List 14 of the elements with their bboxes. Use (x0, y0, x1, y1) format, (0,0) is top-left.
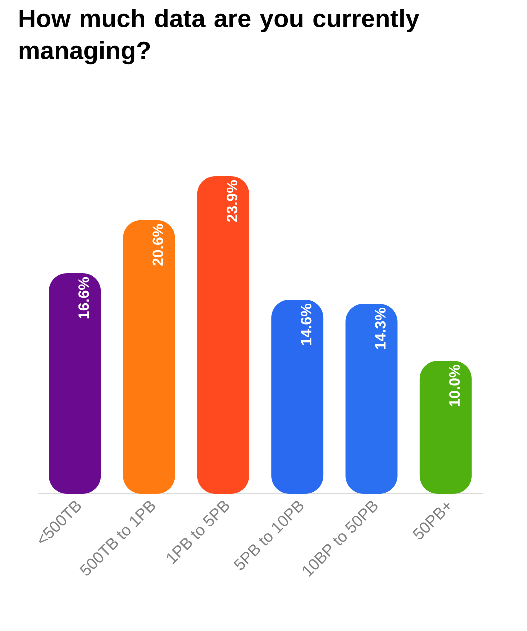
data-label: 14.6% (301, 304, 312, 346)
bar (49, 273, 102, 494)
bar (197, 176, 250, 494)
bar (420, 361, 472, 494)
data-label: 16.6% (78, 277, 90, 319)
chart-title: How much data are you currently managing? (20, 9, 420, 65)
bar (272, 300, 324, 494)
data-label: 10.0% (449, 365, 460, 406)
data-label: 23.9% (226, 180, 238, 222)
data-label: 14.3% (375, 308, 386, 350)
data-label: 20.6% (152, 224, 164, 266)
bar (346, 304, 398, 494)
x-tick-label: 1PB to 5PB (167, 501, 230, 564)
bar (123, 220, 176, 494)
